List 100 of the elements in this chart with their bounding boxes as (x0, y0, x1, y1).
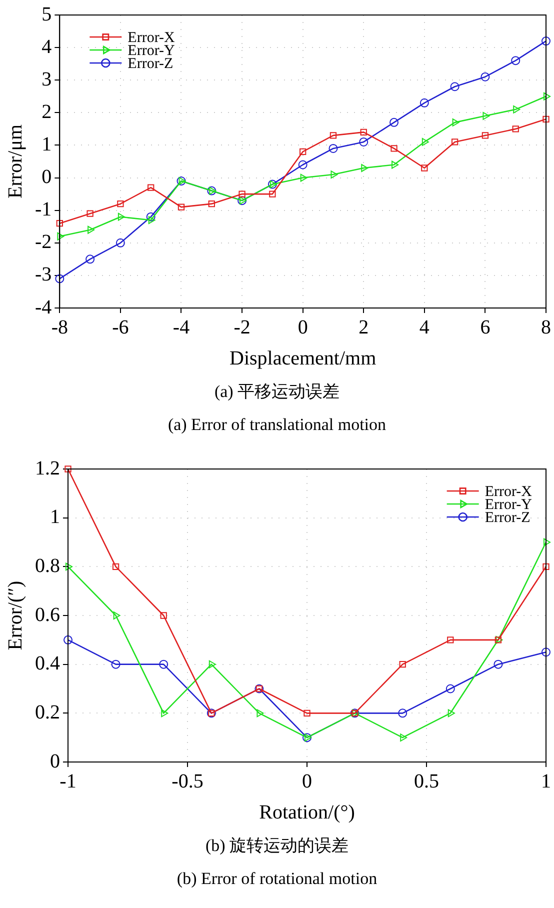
x-tick-label: 0 (298, 316, 308, 338)
point (178, 204, 185, 210)
x-tick-label: 4 (419, 316, 430, 338)
y-tick-label: -3 (34, 264, 52, 286)
point (298, 160, 308, 170)
point (482, 112, 490, 120)
text: (a) 平移运动误差 (213, 381, 341, 403)
point (399, 661, 406, 668)
point (161, 709, 168, 718)
y-axis-title: Error/(″) (4, 580, 26, 650)
point (88, 226, 95, 234)
point (480, 72, 490, 82)
point (330, 132, 337, 139)
point (117, 200, 124, 208)
point (300, 174, 308, 182)
x-tick-label: -2 (234, 316, 250, 338)
point (446, 684, 455, 694)
point (359, 137, 368, 146)
point (447, 636, 454, 644)
point (160, 612, 167, 619)
x-tick-label: 8 (541, 316, 551, 338)
point (390, 118, 399, 127)
point (494, 660, 503, 669)
point (66, 562, 72, 571)
point (328, 144, 338, 153)
point (513, 105, 520, 114)
x-tick-label: 0.5 (414, 770, 439, 792)
point (238, 190, 246, 198)
point (392, 160, 399, 169)
point (86, 210, 94, 217)
point (256, 709, 264, 718)
point (269, 190, 276, 198)
x-tick-label: 6 (480, 316, 490, 338)
point (361, 164, 368, 172)
y-tick-label: 0.4 (35, 652, 60, 675)
point (146, 212, 156, 222)
x-tick-label: -6 (112, 316, 129, 338)
x-tick-label: 2 (358, 316, 369, 338)
point (360, 128, 367, 136)
y-tick-label: 0 (42, 166, 52, 188)
y-tick-label: 5 (42, 3, 52, 26)
x-tick-label: 0 (302, 770, 312, 792)
point (208, 200, 215, 208)
point (208, 660, 216, 668)
point (452, 118, 460, 126)
point (159, 660, 168, 669)
point (544, 92, 550, 100)
point (544, 538, 550, 546)
point (148, 184, 154, 191)
y-tick-label: 3 (42, 68, 52, 90)
point (422, 138, 429, 146)
x-tick-label: 1 (541, 770, 551, 792)
point (118, 212, 125, 221)
y-tick-label: 1 (42, 133, 52, 156)
point (542, 648, 550, 657)
x-tick-label: -0.5 (172, 770, 204, 792)
point (86, 254, 95, 264)
text: (b) 旋转运动的误差 (204, 835, 350, 857)
x-axis-title: Displacement/mm (230, 347, 377, 370)
point (330, 170, 338, 178)
point (420, 98, 429, 108)
y-tick-label: -4 (34, 296, 52, 318)
y-tick-label: -2 (34, 231, 52, 254)
point (421, 164, 428, 172)
point (390, 145, 398, 152)
point (511, 56, 520, 66)
y-tick-label: 1.2 (35, 457, 60, 480)
point (304, 710, 310, 716)
point (398, 708, 408, 718)
point (55, 274, 64, 284)
y-tick-label: 0.6 (35, 604, 60, 626)
y-tick-label: 1 (50, 506, 60, 528)
y-tick-label: -1 (34, 198, 52, 221)
y-tick-label: 0 (50, 750, 60, 772)
x-axis-title: Rotation/(°) (259, 801, 355, 824)
point (400, 734, 408, 742)
point (148, 216, 156, 224)
point (111, 660, 120, 669)
y-tick-label: 2 (42, 100, 52, 123)
point (57, 232, 64, 240)
point (112, 563, 120, 570)
x-tick-label: -4 (172, 316, 190, 338)
point (542, 563, 550, 570)
point (512, 126, 519, 132)
point (56, 220, 63, 227)
text: (b) Error of rotational motion (176, 868, 378, 890)
point (450, 82, 460, 92)
point (113, 612, 120, 620)
point (542, 36, 550, 46)
point (542, 116, 550, 123)
x-tick-label: -8 (51, 316, 68, 338)
point (116, 238, 125, 248)
point (64, 635, 72, 644)
y-tick-label: 0.8 (35, 554, 60, 577)
y-tick-label: 0.2 (35, 701, 60, 724)
point (451, 138, 458, 146)
y-tick-label: 4 (42, 36, 52, 58)
y-axis-title: Error/μm (4, 124, 26, 199)
text: (a) Error of translational motion (166, 414, 388, 436)
point (300, 148, 306, 156)
